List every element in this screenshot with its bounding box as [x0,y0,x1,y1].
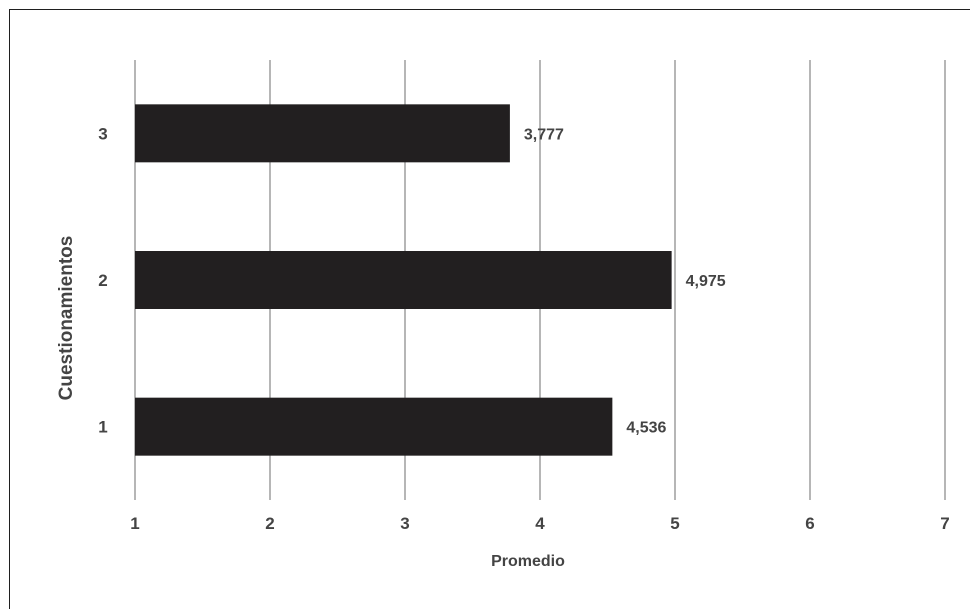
y-tick-label: 1 [98,418,107,437]
bar [135,397,613,456]
bar-chart: 4,536 4,975 3,777 1 2 3 4 5 6 7 1 2 3 Promedio Cue… [56,60,950,570]
x-tick-label: 6 [805,514,814,533]
data-label: 3,777 [524,126,564,143]
bar [135,251,672,309]
y-tick-labels: 1 2 3 [98,124,107,436]
data-labels: 4,536 4,975 3,777 [524,126,726,436]
bar [135,104,510,163]
chart-frame [9,9,970,609]
x-tick-label: 7 [940,514,949,533]
x-tick-label: 2 [265,514,274,533]
x-tick-label: 4 [535,514,545,533]
x-tick-label: 1 [130,514,139,533]
bars [135,104,672,456]
x-axis-title: Promedio [491,553,565,570]
y-tick-label: 2 [98,271,107,290]
x-tick-label: 3 [400,514,409,533]
x-tick-labels: 1 2 3 4 5 6 7 [130,514,949,533]
y-axis-title: Cuestionamientos [56,236,77,401]
x-tick-label: 5 [670,514,679,533]
y-tick-label: 3 [98,124,107,143]
data-label: 4,536 [626,420,666,437]
data-label: 4,975 [686,273,726,290]
